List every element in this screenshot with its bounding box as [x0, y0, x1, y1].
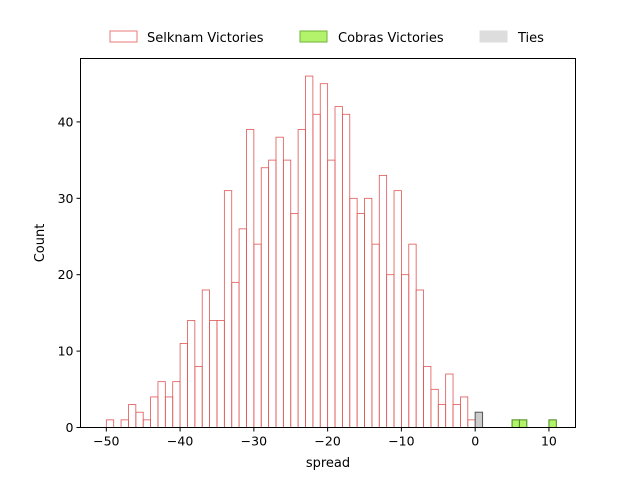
bar-selknam-victories-20	[260, 167, 270, 428]
bar-selknam-victories-38	[393, 190, 402, 428]
bar-selknam-victories-15	[223, 190, 233, 428]
ticks-layer: −50 −40 −30 −20 −10 0 10 0 10 20 30 40	[58, 114, 557, 448]
bar-selknam-victories-33	[356, 213, 365, 428]
bar-selknam-victories-10	[187, 320, 196, 428]
legend-label-ties: Ties	[517, 31, 544, 46]
bar-selknam-victories-27	[312, 113, 321, 428]
bar-selknam-victories-26	[305, 75, 314, 428]
bar-selknam-victories-30	[334, 106, 343, 428]
bar-selknam-victories-31	[341, 113, 351, 428]
bar-selknam-victories-8	[172, 381, 181, 428]
bar-selknam-victories-16	[231, 281, 240, 428]
legend-swatch-selknam	[109, 30, 138, 43]
x-tick-label: −20	[314, 434, 340, 449]
bar-selknam-victories-2	[128, 404, 137, 428]
plot-frame	[80, 58, 576, 428]
x-tick-label: 0	[471, 434, 479, 449]
x-tick-label: −40	[167, 434, 193, 449]
bar-selknam-victories-14	[216, 320, 225, 428]
bar-cobras-victories-2	[548, 419, 557, 429]
bar-selknam-victories-18	[246, 129, 255, 428]
bar-selknam-victories-24	[290, 213, 299, 428]
y-tick-label: 10	[58, 344, 74, 359]
bar-selknam-victories-32	[349, 197, 358, 428]
bar-selknam-victories-48	[467, 419, 476, 428]
legend-swatch-cobras	[299, 30, 328, 43]
x-tick-label: 10	[541, 434, 557, 449]
bar-selknam-victories-0	[105, 419, 115, 428]
bar-selknam-victories-9	[179, 343, 188, 428]
bar-selknam-victories-5	[150, 396, 159, 428]
legend-swatch-ties	[479, 30, 508, 43]
bar-selknam-victories-1	[120, 419, 129, 428]
bar-selknam-victories-7	[164, 396, 174, 428]
bar-selknam-victories-28	[319, 83, 329, 428]
bar-cobras-victories-1	[518, 419, 528, 429]
bar-selknam-victories-36	[378, 174, 388, 428]
bar-selknam-victories-34	[364, 197, 373, 428]
bar-selknam-victories-13	[209, 320, 218, 428]
bar-selknam-victories-47	[460, 396, 469, 428]
bar-selknam-victories-19	[253, 243, 262, 428]
bar-selknam-victories-37	[386, 274, 395, 428]
y-axis-label: Count	[33, 224, 48, 263]
bar-ties-0	[474, 411, 484, 428]
bar-selknam-victories-41	[415, 289, 424, 428]
bar-selknam-victories-35	[371, 243, 380, 428]
bar-selknam-victories-46	[452, 404, 461, 428]
x-axis-label: spread	[306, 456, 350, 471]
bar-selknam-victories-21	[268, 159, 277, 428]
y-tick-label: 40	[58, 114, 74, 129]
y-tick-label: 20	[58, 267, 74, 282]
bar-selknam-victories-44	[437, 404, 447, 428]
bar-selknam-victories-40	[408, 243, 417, 428]
bar-selknam-victories-29	[327, 159, 336, 428]
bar-selknam-victories-12	[201, 289, 210, 428]
bar-selknam-victories-23	[282, 159, 292, 428]
y-tick-label: 0	[66, 420, 74, 435]
bar-selknam-victories-42	[423, 365, 432, 428]
bar-selknam-victories-17	[238, 228, 247, 428]
bars-layer	[105, 75, 557, 429]
bar-selknam-victories-45	[445, 373, 454, 428]
x-tick-label: −10	[388, 434, 414, 449]
x-tick-label: −30	[241, 434, 267, 449]
x-tick-label: −50	[93, 434, 119, 449]
legend-label-cobras: Cobras Victories	[338, 31, 444, 46]
legend: Selknam Victories Cobras Victories Ties	[109, 30, 544, 46]
bar-selknam-victories-11	[194, 365, 203, 428]
bar-selknam-victories-4	[142, 419, 151, 428]
bar-selknam-victories-25	[297, 129, 306, 428]
legend-label-selknam: Selknam Victories	[147, 31, 264, 46]
bar-selknam-victories-6	[157, 381, 166, 428]
bar-selknam-victories-43	[430, 388, 439, 428]
bar-selknam-victories-3	[135, 411, 144, 428]
bar-cobras-victories-0	[511, 419, 520, 429]
bar-selknam-victories-22	[275, 136, 284, 428]
bar-selknam-victories-39	[401, 274, 410, 428]
y-tick-label: 30	[58, 191, 74, 206]
